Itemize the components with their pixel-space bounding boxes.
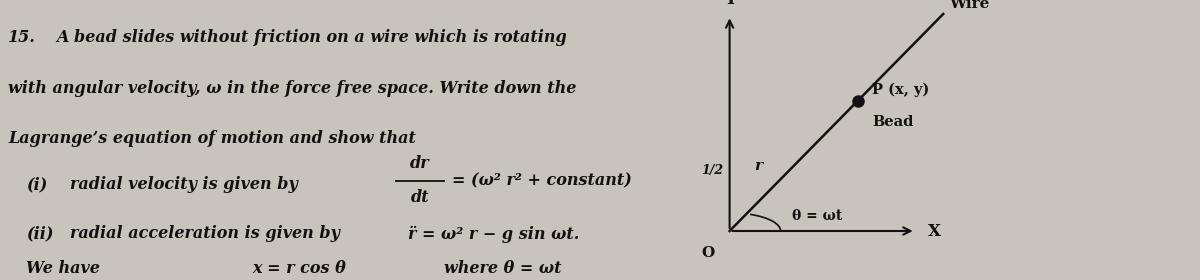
Text: A bead slides without friction on a wire which is rotating: A bead slides without friction on a wire…	[56, 29, 568, 46]
Text: 1/2: 1/2	[701, 164, 722, 177]
Text: We have: We have	[26, 260, 101, 277]
Text: radial velocity is given by: radial velocity is given by	[70, 176, 298, 193]
Text: Bead: Bead	[872, 115, 913, 129]
Text: (i): (i)	[26, 176, 48, 193]
Text: θ = ωt: θ = ωt	[792, 209, 842, 223]
Text: O: O	[701, 246, 715, 260]
Text: 15.: 15.	[8, 29, 36, 46]
Text: Lagrange’s equation of motion and show that: Lagrange’s equation of motion and show t…	[8, 130, 416, 147]
Text: dt: dt	[410, 189, 430, 206]
Text: x = r cos θ: x = r cos θ	[252, 260, 346, 277]
Text: = (ω² r² + constant): = (ω² r² + constant)	[452, 172, 632, 189]
Text: P (x, y): P (x, y)	[872, 82, 930, 97]
Text: r̈ = ω² r − g sin ωt.: r̈ = ω² r − g sin ωt.	[408, 225, 580, 242]
Text: dr: dr	[410, 155, 430, 172]
Text: (ii): (ii)	[26, 225, 54, 242]
Text: where θ = ωt: where θ = ωt	[444, 260, 562, 277]
Text: X: X	[928, 223, 941, 239]
Text: Wire: Wire	[949, 0, 990, 11]
Text: Y: Y	[724, 0, 736, 8]
Text: radial acceleration is given by: radial acceleration is given by	[70, 225, 340, 242]
Text: r: r	[754, 159, 762, 173]
Text: with angular velocity, ω in the force free space. Write down the: with angular velocity, ω in the force fr…	[8, 80, 577, 97]
